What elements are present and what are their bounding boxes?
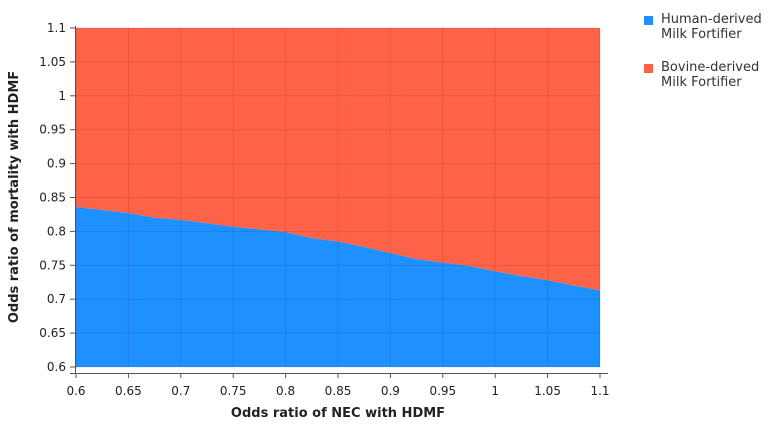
y-tick-label: 0.7 bbox=[47, 292, 66, 306]
x-tick-label: 0.9 bbox=[381, 384, 400, 398]
x-tick-label: 0.95 bbox=[429, 384, 456, 398]
x-tick-label: 1 bbox=[491, 384, 499, 398]
x-tick-label: 1.05 bbox=[534, 384, 561, 398]
legend-swatch-human bbox=[644, 16, 653, 25]
legend: Human-derived Milk Fortifier Bovine-deri… bbox=[644, 12, 774, 108]
x-tick-label: 0.7 bbox=[171, 384, 190, 398]
y-tick-label: 1.1 bbox=[47, 21, 66, 35]
x-tick-label: 0.85 bbox=[325, 384, 352, 398]
x-tick-label: 0.6 bbox=[66, 384, 85, 398]
x-tick-label: 0.75 bbox=[220, 384, 247, 398]
legend-label-human: Human-derived Milk Fortifier bbox=[661, 12, 771, 42]
x-tick-label: 0.8 bbox=[276, 384, 295, 398]
legend-label-bovine: Bovine-derived Milk Fortifier bbox=[661, 60, 771, 90]
y-tick-label: 0.75 bbox=[39, 258, 66, 272]
legend-item-bovine[interactable]: Bovine-derived Milk Fortifier bbox=[644, 60, 774, 108]
y-axis-title: Odds ratio of mortality with HDMF bbox=[7, 71, 22, 323]
y-tick-label: 0.8 bbox=[47, 224, 66, 238]
y-tick-label: 1.05 bbox=[39, 55, 66, 69]
x-axis-ticks: 0.6 0.65 0.7 0.75 0.8 0.85 0.9 0.95 1 1.05 1.1 bbox=[66, 373, 609, 398]
y-axis-ticks: 0.6 0.65 0.7 0.75 0.8 0.85 0.9 0.95 1 1.05 1.1 bbox=[39, 21, 75, 374]
legend-item-human[interactable]: Human-derived Milk Fortifier bbox=[644, 12, 774, 60]
x-axis-title: Odds ratio of NEC with HDMF bbox=[231, 406, 445, 421]
x-tick-label: 0.65 bbox=[115, 384, 142, 398]
y-tick-label: 1 bbox=[58, 89, 66, 103]
x-tick-label: 1.1 bbox=[590, 384, 609, 398]
y-tick-label: 0.85 bbox=[39, 191, 66, 205]
y-tick-label: 0.9 bbox=[47, 157, 66, 171]
legend-swatch-bovine bbox=[644, 64, 653, 73]
y-tick-label: 0.6 bbox=[47, 360, 66, 374]
y-tick-label: 0.65 bbox=[39, 326, 66, 340]
y-tick-label: 0.95 bbox=[39, 123, 66, 137]
